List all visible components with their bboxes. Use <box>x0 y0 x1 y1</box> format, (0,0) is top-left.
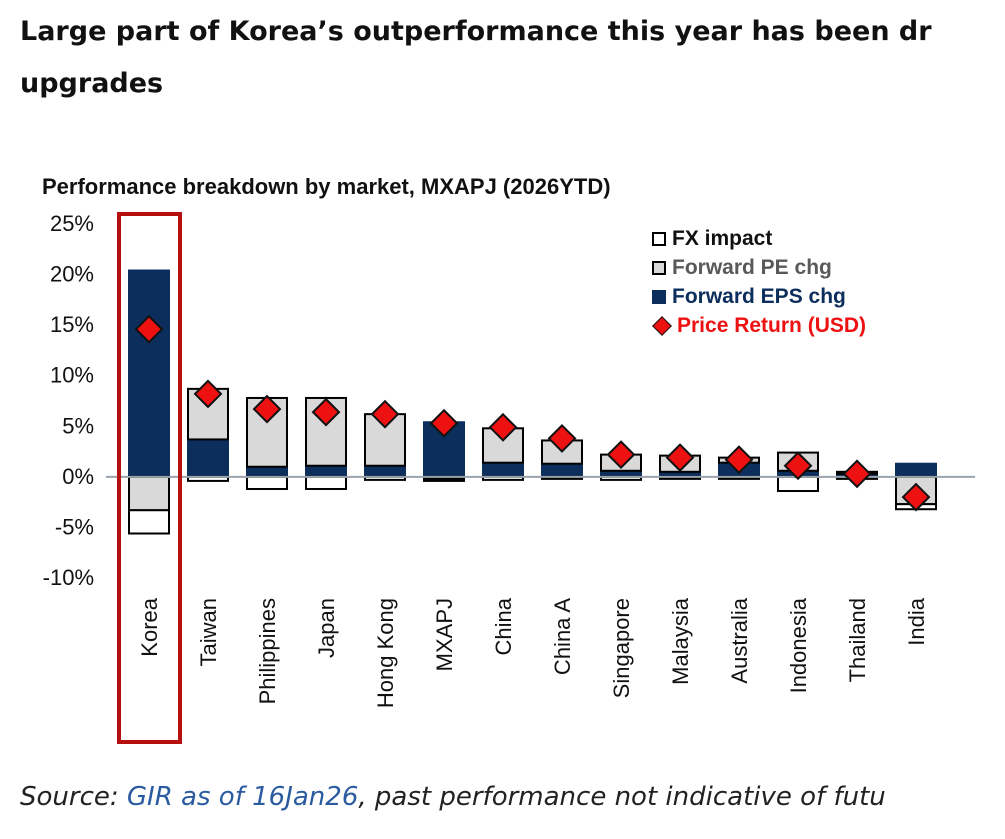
price-return-marker-mxapj <box>429 408 459 438</box>
x-label-philippines: Philippines <box>255 598 280 704</box>
bar-japan-fx-impact <box>305 475 347 490</box>
x-label-japan: Japan <box>314 598 339 658</box>
bar-korea-forward-pe-chg <box>128 475 170 512</box>
source-link[interactable]: GIR as of 16Jan26 <box>126 782 359 812</box>
x-label-malaysia: Malaysia <box>668 597 693 685</box>
source-suffix: , past performance not indicative of fut… <box>358 782 886 812</box>
legend-label-forward-eps: Forward EPS chg <box>672 285 846 308</box>
x-label-china: China <box>491 597 516 655</box>
price-return-marker-philippines <box>252 394 282 424</box>
legend-item-forward-pe: Forward PE chg <box>652 253 866 282</box>
bar-china-forward-eps-chg <box>482 461 524 478</box>
bar-taiwan-forward-eps-chg <box>187 438 229 478</box>
bar-mxapj-fx-impact <box>423 477 465 482</box>
diamond-icon <box>652 315 672 336</box>
x-axis-labels: Korea Taiwan Philippines Japan Hong Kong MXAP… <box>137 597 929 708</box>
forward-pe-swatch <box>652 260 666 275</box>
bar-korea-fx-impact <box>128 509 170 535</box>
price-return-marker-thailand <box>842 459 872 489</box>
x-label-indonesia: Indonesia <box>786 597 811 693</box>
price-return-marker-singapore <box>606 440 636 470</box>
price-return-marker-korea <box>134 314 164 344</box>
bar-hong-kong-forward-eps-chg <box>364 464 406 478</box>
bar-china-a-forward-eps-chg <box>541 462 583 478</box>
bar-korea-forward-eps-chg <box>128 269 170 478</box>
headline-line-1: Large part of Korea’s outperformance thi… <box>20 16 932 47</box>
y-tick-label: 5% <box>62 413 94 438</box>
bar-india-forward-eps-chg <box>895 462 937 478</box>
y-tick-label: -5% <box>55 514 94 539</box>
price-return-marker-china-a <box>547 424 577 453</box>
price-return-marker-malaysia <box>665 443 695 473</box>
y-tick-label: 25% <box>50 211 94 236</box>
legend-label-fx-impact: FX impact <box>672 227 773 250</box>
forward-eps-swatch <box>652 289 666 304</box>
y-tick-label: 10% <box>50 363 94 388</box>
price-return-marker-japan <box>311 397 341 427</box>
legend-item-price-return: Price Return (USD) <box>652 311 866 340</box>
headline: Large part of Korea’s outperformance thi… <box>20 6 1005 110</box>
x-label-thailand: Thailand <box>845 598 870 682</box>
headline-line-2: upgrades <box>20 68 164 99</box>
bar-philippines-fx-impact <box>246 475 288 490</box>
price-return-marker-taiwan <box>193 379 223 409</box>
x-label-korea: Korea <box>137 597 162 656</box>
y-tick-label: 20% <box>50 262 94 287</box>
legend-label-forward-pe: Forward PE chg <box>672 256 832 279</box>
performance-chart: Performance breakdown by market, MXAPJ (… <box>42 174 975 744</box>
price-return-markers <box>134 314 931 512</box>
y-tick-label: 0% <box>62 464 94 489</box>
x-label-taiwan: Taiwan <box>196 598 221 666</box>
chart-legend: FX impact Forward PE chg Forward EPS chg… <box>652 224 866 340</box>
bar-philippines-forward-eps-chg <box>246 465 288 478</box>
legend-item-fx-impact: FX impact <box>652 224 866 253</box>
price-return-marker-hong-kong <box>370 399 400 429</box>
y-axis: 25% 20% 15% 10% 5% 0% -5% -10% <box>43 211 94 590</box>
legend-item-forward-eps: Forward EPS chg <box>652 282 866 311</box>
korea-highlight-box <box>117 212 182 744</box>
bar-mxapj-forward-eps-chg <box>423 421 465 478</box>
price-return-marker-china <box>488 412 518 442</box>
y-tick-label: 15% <box>50 312 94 337</box>
price-return-marker-india <box>901 482 931 512</box>
price-return-marker-indonesia <box>783 451 813 481</box>
x-label-singapore: Singapore <box>609 598 634 698</box>
bar-japan-forward-eps-chg <box>305 464 347 478</box>
fx-impact-swatch <box>652 231 666 246</box>
x-label-china-a: China A <box>550 598 575 675</box>
x-label-hong-kong: Hong Kong <box>373 598 398 708</box>
y-tick-label: -10% <box>43 565 94 590</box>
legend-label-price-return: Price Return (USD) <box>677 314 867 337</box>
x-label-australia: Australia <box>727 597 752 683</box>
chart-title: Performance breakdown by market, MXAPJ (… <box>42 174 611 199</box>
price-return-marker-australia <box>724 445 754 475</box>
x-label-india: India <box>904 597 929 645</box>
source-prefix: Source: <box>20 782 127 812</box>
x-label-mxapj: MXAPJ <box>432 598 457 671</box>
source-note: Source: GIR as of 16Jan26, past performa… <box>20 782 1005 812</box>
